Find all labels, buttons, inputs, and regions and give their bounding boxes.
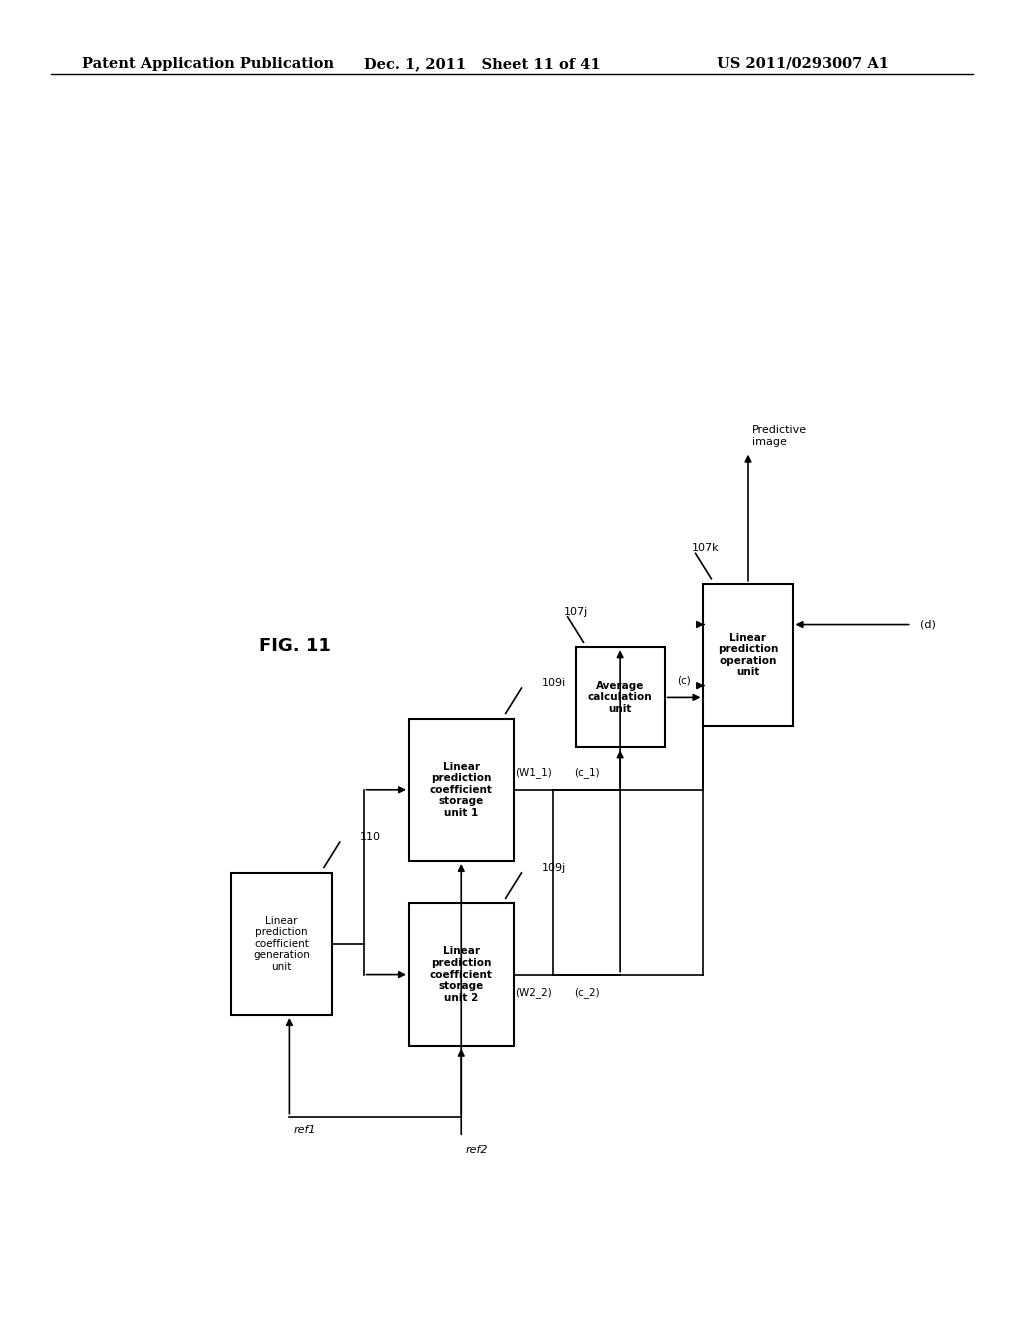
FancyBboxPatch shape [409, 718, 514, 861]
Text: Dec. 1, 2011   Sheet 11 of 41: Dec. 1, 2011 Sheet 11 of 41 [364, 57, 600, 71]
Text: Linear
prediction
operation
unit: Linear prediction operation unit [718, 632, 778, 677]
FancyBboxPatch shape [575, 647, 665, 747]
Text: Linear
prediction
coefficient
generation
unit: Linear prediction coefficient generation… [253, 916, 310, 972]
Text: (W1_1): (W1_1) [515, 767, 552, 777]
Text: Average
calculation
unit: Average calculation unit [588, 681, 652, 714]
Text: 110: 110 [359, 832, 381, 842]
Text: 107j: 107j [563, 607, 588, 616]
Text: Linear
prediction
coefficient
storage
unit 1: Linear prediction coefficient storage un… [430, 762, 493, 818]
Text: (d): (d) [920, 619, 935, 630]
Text: Predictive
image: Predictive image [752, 425, 807, 446]
Text: (c): (c) [677, 676, 691, 685]
Text: ref1: ref1 [293, 1125, 315, 1135]
Text: Linear
prediction
coefficient
storage
unit 2: Linear prediction coefficient storage un… [430, 946, 493, 1003]
FancyBboxPatch shape [409, 903, 514, 1045]
Text: 109j: 109j [542, 863, 565, 873]
Text: (c_2): (c_2) [573, 987, 599, 998]
Text: (W2_2): (W2_2) [515, 987, 552, 998]
Text: (c_1): (c_1) [573, 767, 599, 777]
Text: FIG. 11: FIG. 11 [259, 638, 331, 655]
Text: 109i: 109i [542, 678, 565, 688]
Text: 107k: 107k [691, 544, 719, 553]
FancyBboxPatch shape [231, 873, 332, 1015]
Text: ref2: ref2 [465, 1146, 487, 1155]
Text: Patent Application Publication: Patent Application Publication [82, 57, 334, 71]
FancyBboxPatch shape [703, 583, 793, 726]
Text: US 2011/0293007 A1: US 2011/0293007 A1 [717, 57, 889, 71]
